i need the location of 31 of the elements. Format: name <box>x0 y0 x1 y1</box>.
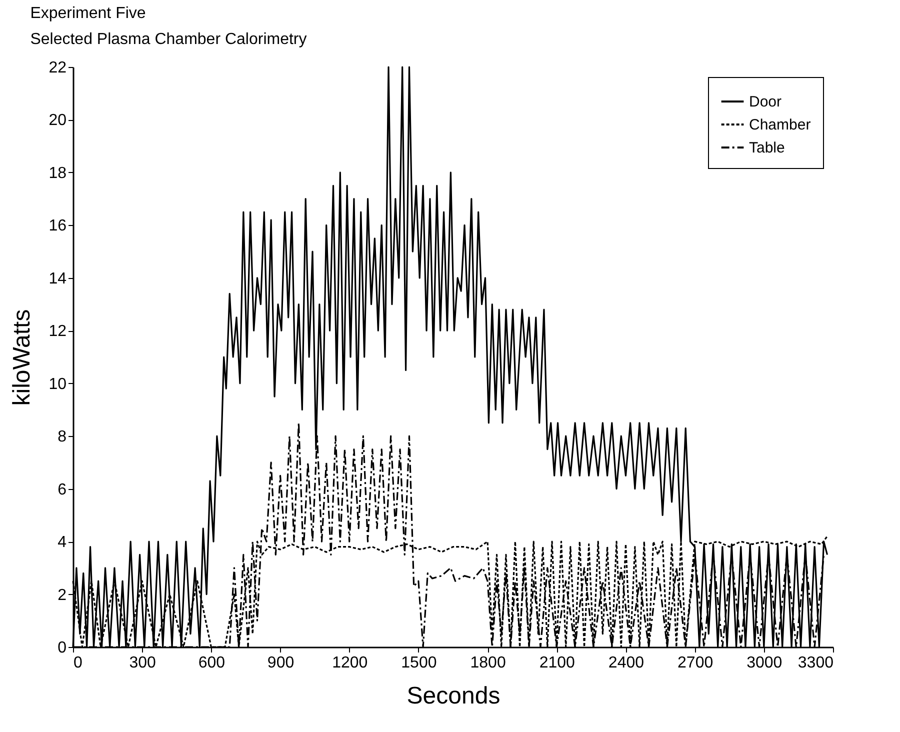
x-tick-label: 1800 <box>470 654 506 672</box>
y-tick-label: 10 <box>48 376 67 393</box>
y-tick-label: 8 <box>58 428 67 446</box>
x-tick-label: 2400 <box>608 654 644 672</box>
y-tick-label: 4 <box>58 534 67 552</box>
x-tick-label: 1200 <box>332 654 368 672</box>
x-tick-label: 900 <box>267 654 294 672</box>
x-axis-title: Seconds <box>406 682 500 710</box>
y-tick-label: 22 <box>48 60 67 76</box>
legend-label: Chamber <box>749 116 811 134</box>
x-tick-label: 2700 <box>678 654 714 672</box>
x-tick-label: 2100 <box>539 654 576 672</box>
y-tick-label: 16 <box>48 218 67 235</box>
y-tick-label: 2 <box>58 586 67 604</box>
x-tick-label: 3300 <box>798 654 834 672</box>
legend-label: Door <box>749 94 782 110</box>
y-tick-label: 0 <box>58 640 67 656</box>
y-tick-label: 14 <box>48 270 67 288</box>
y-tick-label: 18 <box>48 164 67 182</box>
y-tick-label: 20 <box>48 112 67 130</box>
chart-subtitle: Selected Plasma Chamber Calorimetry <box>30 31 307 48</box>
y-axis-title: kiloWatts <box>8 309 36 406</box>
y-tick-label: 12 <box>48 323 67 340</box>
x-tick-label: 3000 <box>746 654 782 672</box>
chart-title: Experiment Five <box>30 5 146 22</box>
x-tick-label: 600 <box>198 654 226 672</box>
legend-label: Table <box>749 140 785 156</box>
y-tick-label: 6 <box>58 481 67 498</box>
x-tick-label: 0 <box>74 654 82 672</box>
x-tick-label: 300 <box>129 654 156 672</box>
x-tick-label: 1500 <box>401 654 437 672</box>
